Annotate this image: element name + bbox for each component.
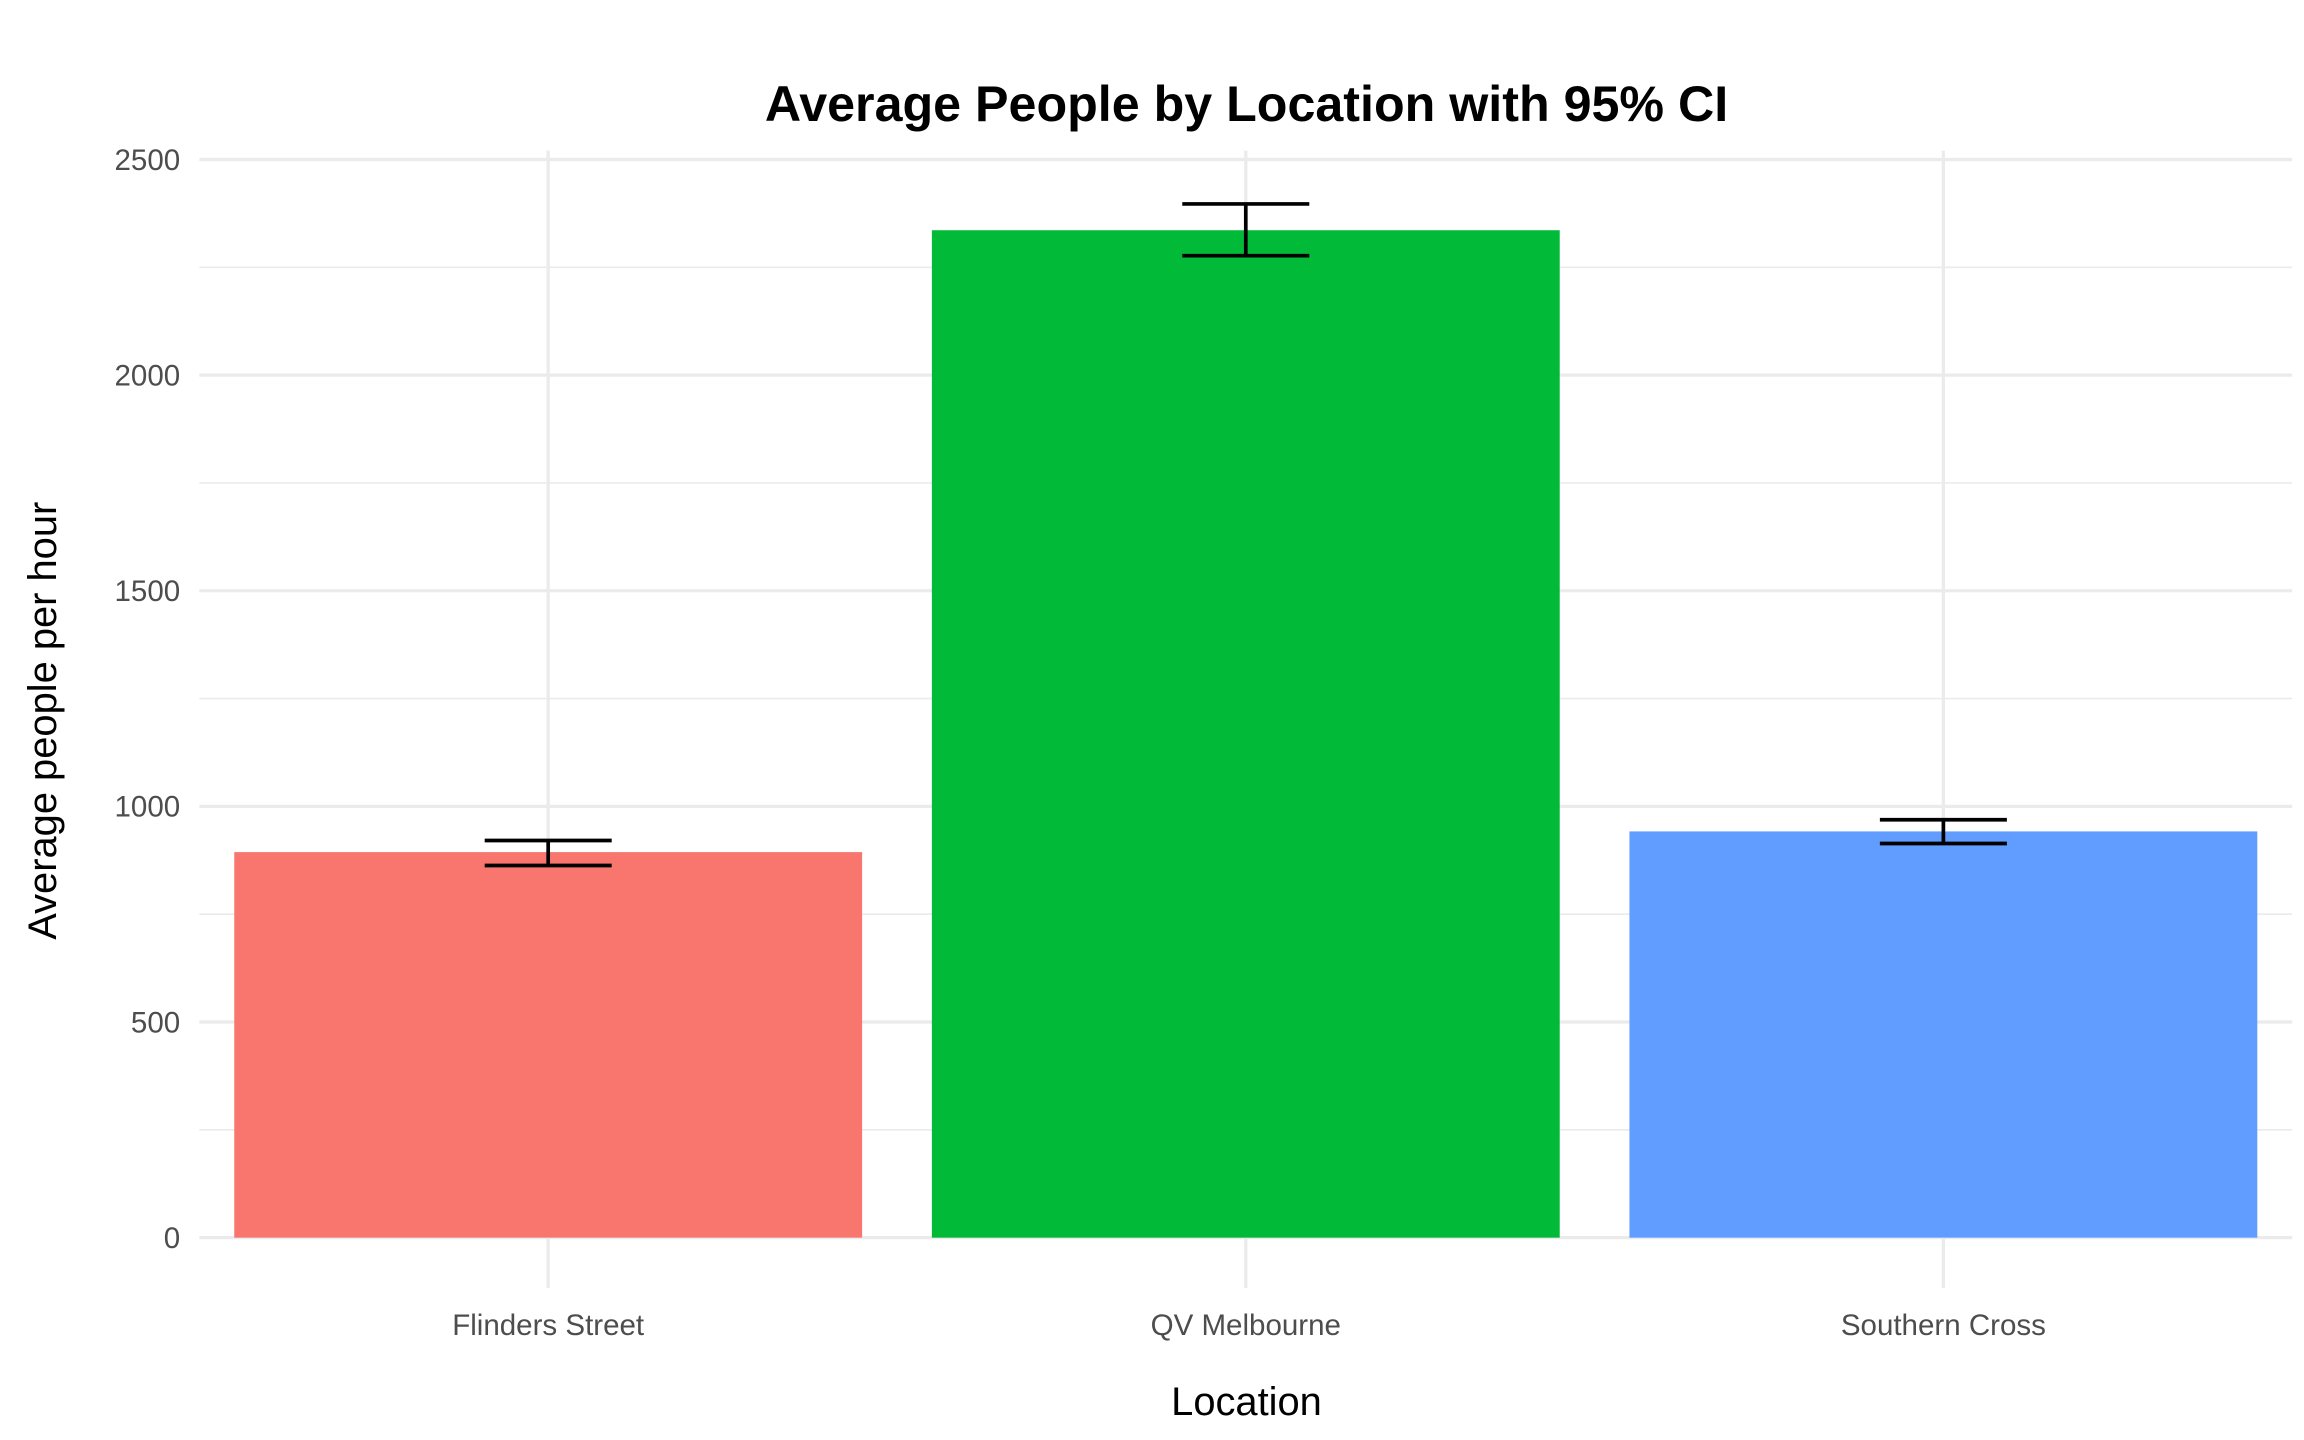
- x-axis-ticks: Flinders Street QV Melbourne Southern Cros…: [452, 1309, 2046, 1342]
- error-bar: [1182, 202, 1310, 258]
- error-bar: [484, 838, 612, 868]
- error-bar: [1879, 817, 2007, 846]
- x-axis-title: Location: [1171, 1380, 1322, 1424]
- y-tick-label: 2000: [115, 359, 181, 392]
- y-tick-label: 2500: [115, 144, 181, 177]
- chart-title: Average People by Location with 95% CI: [765, 76, 1728, 132]
- y-tick-label: 1500: [115, 575, 181, 608]
- y-tick-label: 1000: [115, 791, 181, 824]
- bar-qv-melbourne: [931, 230, 1560, 1238]
- x-tick-label: QV Melbourne: [1151, 1309, 1341, 1342]
- bar-southern-cross: [1629, 831, 2258, 1238]
- y-tick-label: 500: [131, 1006, 180, 1039]
- bars: [234, 230, 2258, 1238]
- x-tick-label: Flinders Street: [452, 1309, 644, 1342]
- y-axis-title: Average people per hour: [21, 502, 65, 940]
- y-tick-label: 0: [164, 1222, 180, 1255]
- bar-flinders-street: [234, 852, 863, 1238]
- y-axis-ticks: 0 500 1000 1500 2000 2500: [115, 144, 181, 1255]
- error-bars: [484, 202, 2007, 868]
- x-tick-label: Southern Cross: [1841, 1309, 2046, 1342]
